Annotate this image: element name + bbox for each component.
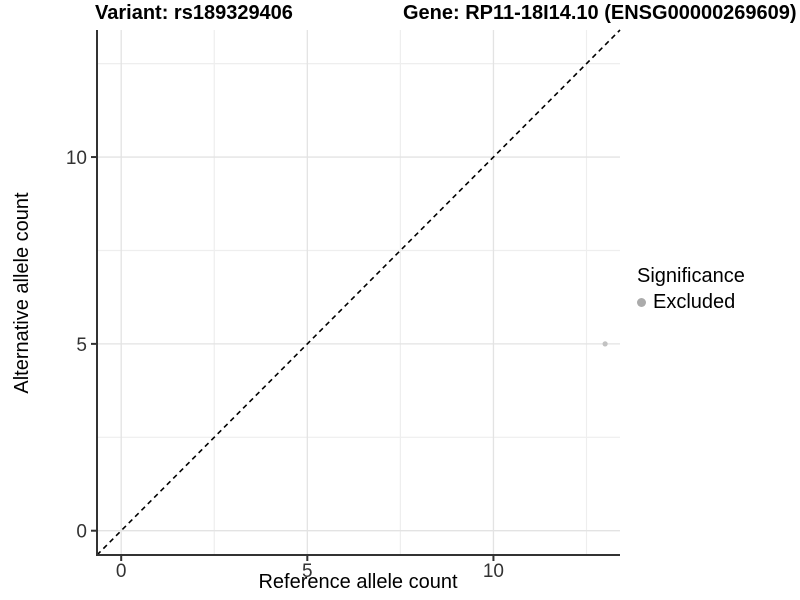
- legend: Significance Excluded: [637, 264, 745, 314]
- variant-title: Variant: rs189329406: [95, 2, 293, 24]
- legend-item-label: Excluded: [653, 291, 736, 313]
- data-point: [602, 341, 608, 347]
- y-tick-label: 0: [76, 522, 87, 543]
- y-tick-label: 10: [66, 148, 87, 169]
- y-tick-label: 5: [76, 335, 87, 356]
- x-tick-label: 0: [116, 561, 127, 582]
- legend-key-dot-icon: [637, 297, 646, 307]
- identity-line: [96, 29, 621, 556]
- y-axis-title: Alternative allele count: [11, 192, 33, 394]
- x-tick-label: 10: [483, 561, 504, 582]
- legend-title: Significance: [637, 265, 745, 287]
- x-axis-title: Reference allele count: [258, 571, 458, 593]
- legend-item-excluded: Excluded: [637, 290, 745, 314]
- x-tick-label: 5: [302, 561, 313, 582]
- gene-title: Gene: RP11-18I14.10 (ENSG00000269609): [403, 2, 797, 24]
